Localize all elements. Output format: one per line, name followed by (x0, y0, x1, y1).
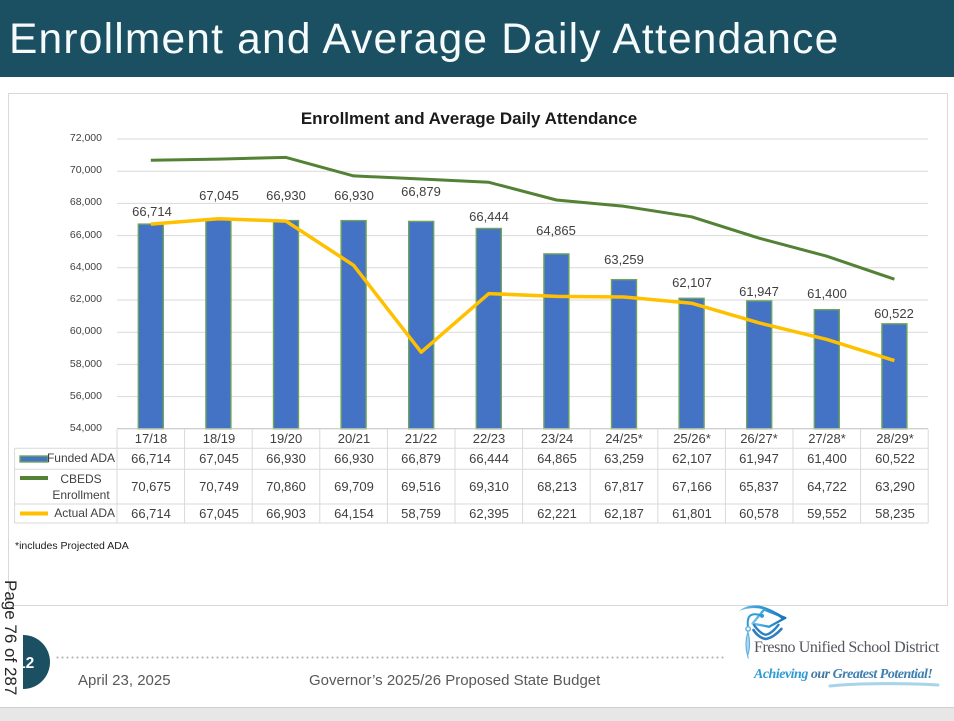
svg-text:12: 12 (17, 655, 34, 672)
